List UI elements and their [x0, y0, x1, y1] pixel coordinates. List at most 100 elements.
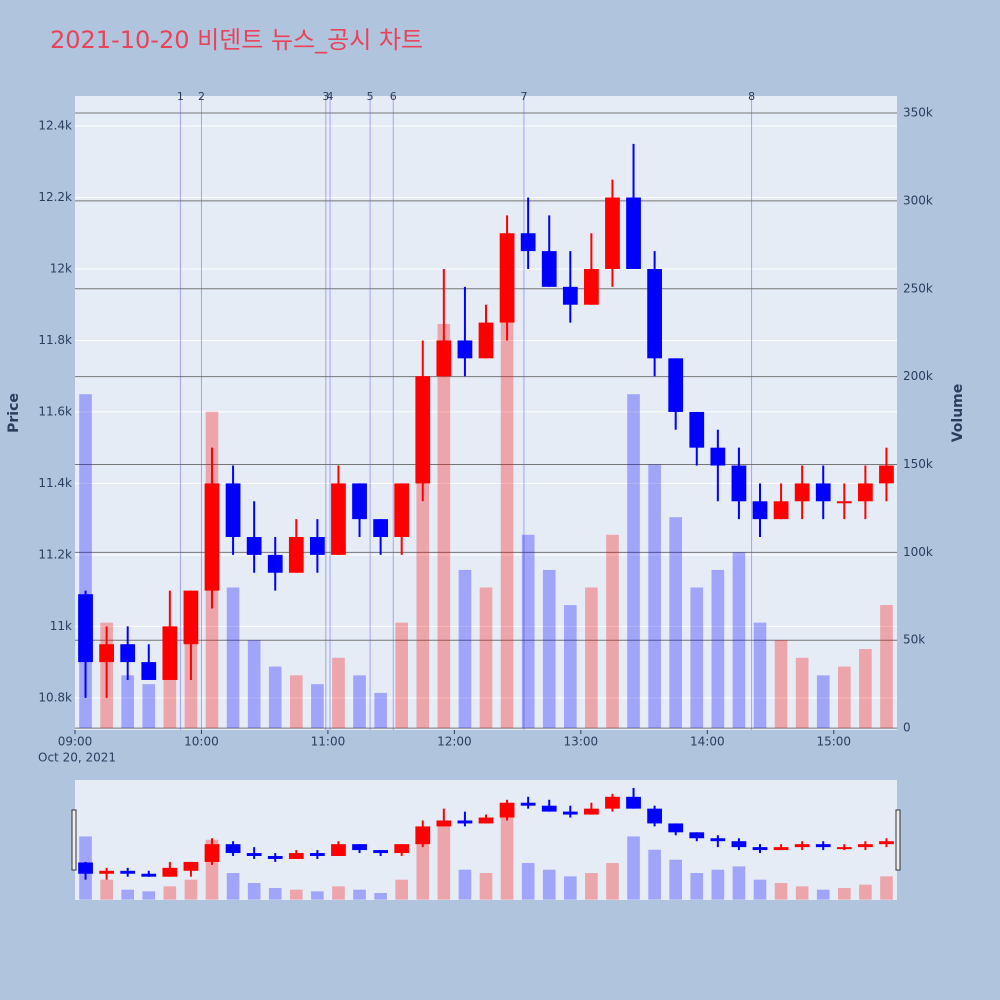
x-tick-label: 15:00 [816, 735, 851, 749]
candle-body [562, 286, 578, 305]
volume-bar [226, 587, 240, 729]
slider-volume-bar [816, 889, 830, 900]
slider-volume-bar [669, 859, 683, 900]
slider-volume-bar [247, 883, 261, 900]
news-label: 4 [327, 90, 334, 103]
slider-volume-bar [753, 879, 767, 900]
y2-tick-label: 300k [903, 193, 933, 207]
y-tick-label: 11k [50, 619, 72, 633]
volume-bar [289, 675, 303, 729]
y-tick-label: 11.2k [38, 547, 72, 561]
slider-candle-body [752, 847, 768, 851]
x-tick-label: 11:00 [311, 735, 346, 749]
slider-candle-body [78, 862, 93, 874]
volume-bar [247, 640, 261, 729]
slider-candle-body [562, 811, 578, 815]
volume-bar [332, 657, 345, 729]
slider-volume-bar [289, 889, 303, 900]
candle-body [373, 519, 388, 538]
volume-bar [563, 605, 577, 729]
volume-bar [711, 569, 725, 729]
candle-body [710, 447, 726, 466]
volume-bar [311, 684, 324, 729]
candle-body [162, 626, 178, 680]
slider-volume-bar [311, 891, 324, 900]
candle-body [752, 501, 768, 520]
slider-candle-body [457, 820, 473, 824]
slider-handle[interactable] [71, 809, 77, 871]
candle-body [204, 483, 220, 591]
slider-volume-bar [395, 879, 409, 900]
volume-bar [795, 657, 809, 729]
y-tick-label: 11.6k [38, 404, 72, 418]
slider-volume-bar [121, 889, 135, 900]
slider-volume-bar [859, 884, 872, 900]
slider-candle-body [879, 841, 894, 845]
volume-bar [627, 394, 640, 729]
slider-candle-body [331, 844, 346, 856]
slider-candle-body [478, 817, 494, 824]
slider-volume-bar [353, 889, 366, 900]
x-tick-label: 10:00 [184, 735, 219, 749]
y2-tick-label: 150k [903, 457, 933, 471]
slider-candle-body [858, 844, 873, 848]
slider-volume-bar [458, 869, 472, 900]
slider-volume-bar [542, 869, 556, 900]
candle-body [246, 537, 262, 555]
slider-candle-body [668, 823, 684, 833]
slider-candle-body [520, 802, 536, 806]
slider-candle-body [394, 844, 410, 854]
slider-candle-body [415, 826, 431, 845]
slider-candle-body [352, 844, 367, 851]
slider-candle-body [120, 870, 136, 874]
slider-volume-bar [837, 887, 851, 900]
y2-tick-label: 350k [903, 106, 933, 120]
slider-volume-bar [774, 883, 788, 900]
slider-volume-bar [374, 892, 387, 900]
x-tick-label: 14:00 [690, 735, 725, 749]
volume-bar [732, 552, 746, 729]
candle-body [647, 268, 662, 359]
news-label: 6 [390, 90, 397, 103]
slider-volume-bar [500, 806, 514, 900]
slider-volume-bar [268, 887, 282, 900]
x-date-label: Oct 20, 2021 [38, 751, 116, 765]
candle-body [879, 465, 894, 484]
chart-title: 2021-10-20 비덴트 뉴스_공시 차트 [50, 26, 423, 54]
candle-body [584, 268, 599, 305]
slider-volume-bar [795, 886, 809, 900]
volume-bar [816, 675, 830, 729]
candle-body [78, 594, 93, 663]
volume-bar [395, 622, 409, 729]
slider-candle-body [541, 805, 557, 812]
candle-body [310, 537, 325, 555]
candle-body [183, 590, 199, 645]
candle-body [605, 197, 620, 269]
slider-candle-body [373, 850, 388, 854]
candle-body [520, 233, 536, 252]
y-tick-label: 12.2k [38, 190, 72, 204]
slider-volume-bar [627, 836, 640, 900]
slider-handle[interactable] [895, 809, 901, 871]
candle-body [836, 501, 852, 504]
candle-body [499, 233, 515, 323]
y-tick-label: 12k [50, 261, 72, 275]
candle-body [794, 483, 810, 502]
slider-candle-body [605, 796, 620, 809]
slider-candle-body [710, 838, 726, 842]
slider-candle-body [225, 844, 241, 854]
slider-candle-body [499, 802, 515, 818]
news-label: 7 [520, 90, 527, 103]
slider-candle-body [836, 847, 852, 850]
candle-body [541, 251, 557, 287]
candle-body [141, 662, 157, 680]
slider-candle-body [183, 861, 199, 871]
candle-body [478, 322, 494, 359]
slider-volume-bar [226, 873, 240, 900]
y-tick-label: 12.4k [38, 119, 72, 133]
candle-body [689, 411, 705, 448]
volume-bar [859, 648, 872, 729]
candle-body [436, 340, 452, 377]
slider-candle-body [731, 841, 747, 848]
